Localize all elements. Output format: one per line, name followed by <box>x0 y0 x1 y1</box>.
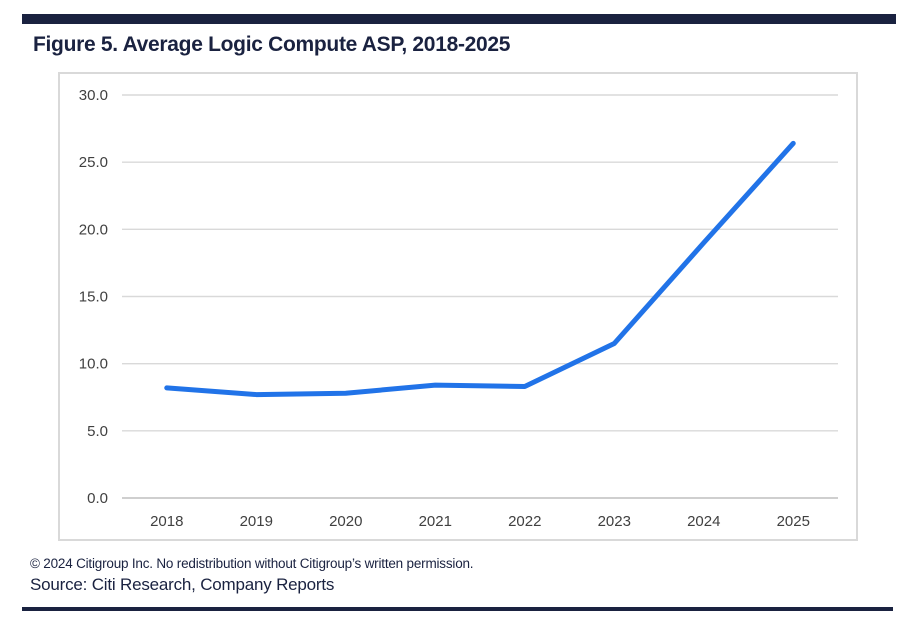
source-text: Source: Citi Research, Company Reports <box>30 575 335 594</box>
y-tick-label: 0.0 <box>87 490 108 507</box>
y-tick-label: 10.0 <box>79 356 108 373</box>
y-tick-label: 15.0 <box>79 289 108 306</box>
y-tick-label: 25.0 <box>79 154 108 171</box>
y-tick-label: 20.0 <box>79 221 108 238</box>
x-tick-label: 2022 <box>508 513 541 530</box>
x-tick-label: 2018 <box>150 513 183 530</box>
y-tick-label: 5.0 <box>87 423 108 440</box>
x-tick-label: 2024 <box>687 513 720 530</box>
x-tick-label: 2021 <box>419 513 452 530</box>
asp-line-series <box>164 140 796 398</box>
line-chart-svg: 0.0 5.0 10.0 15.0 20.0 25.0 30.0 2018 2019 2020 20… <box>79 87 838 530</box>
x-tick-label: 2023 <box>598 513 631 530</box>
copyright-text: © 2024 Citigroup Inc. No redistribution … <box>30 556 474 571</box>
bottom-accent-bar <box>22 607 893 611</box>
figure-title: Figure 5. Average Logic Compute ASP, 201… <box>33 33 511 56</box>
x-tick-label: 2025 <box>777 513 810 530</box>
top-accent-bar <box>22 14 896 24</box>
x-tick-label: 2019 <box>240 513 273 530</box>
chart-frame: 0.0 5.0 10.0 15.0 20.0 25.0 30.0 2018 2019 2020 20… <box>58 72 858 541</box>
y-tick-label: 30.0 <box>79 87 108 104</box>
x-tick-label: 2020 <box>329 513 362 530</box>
